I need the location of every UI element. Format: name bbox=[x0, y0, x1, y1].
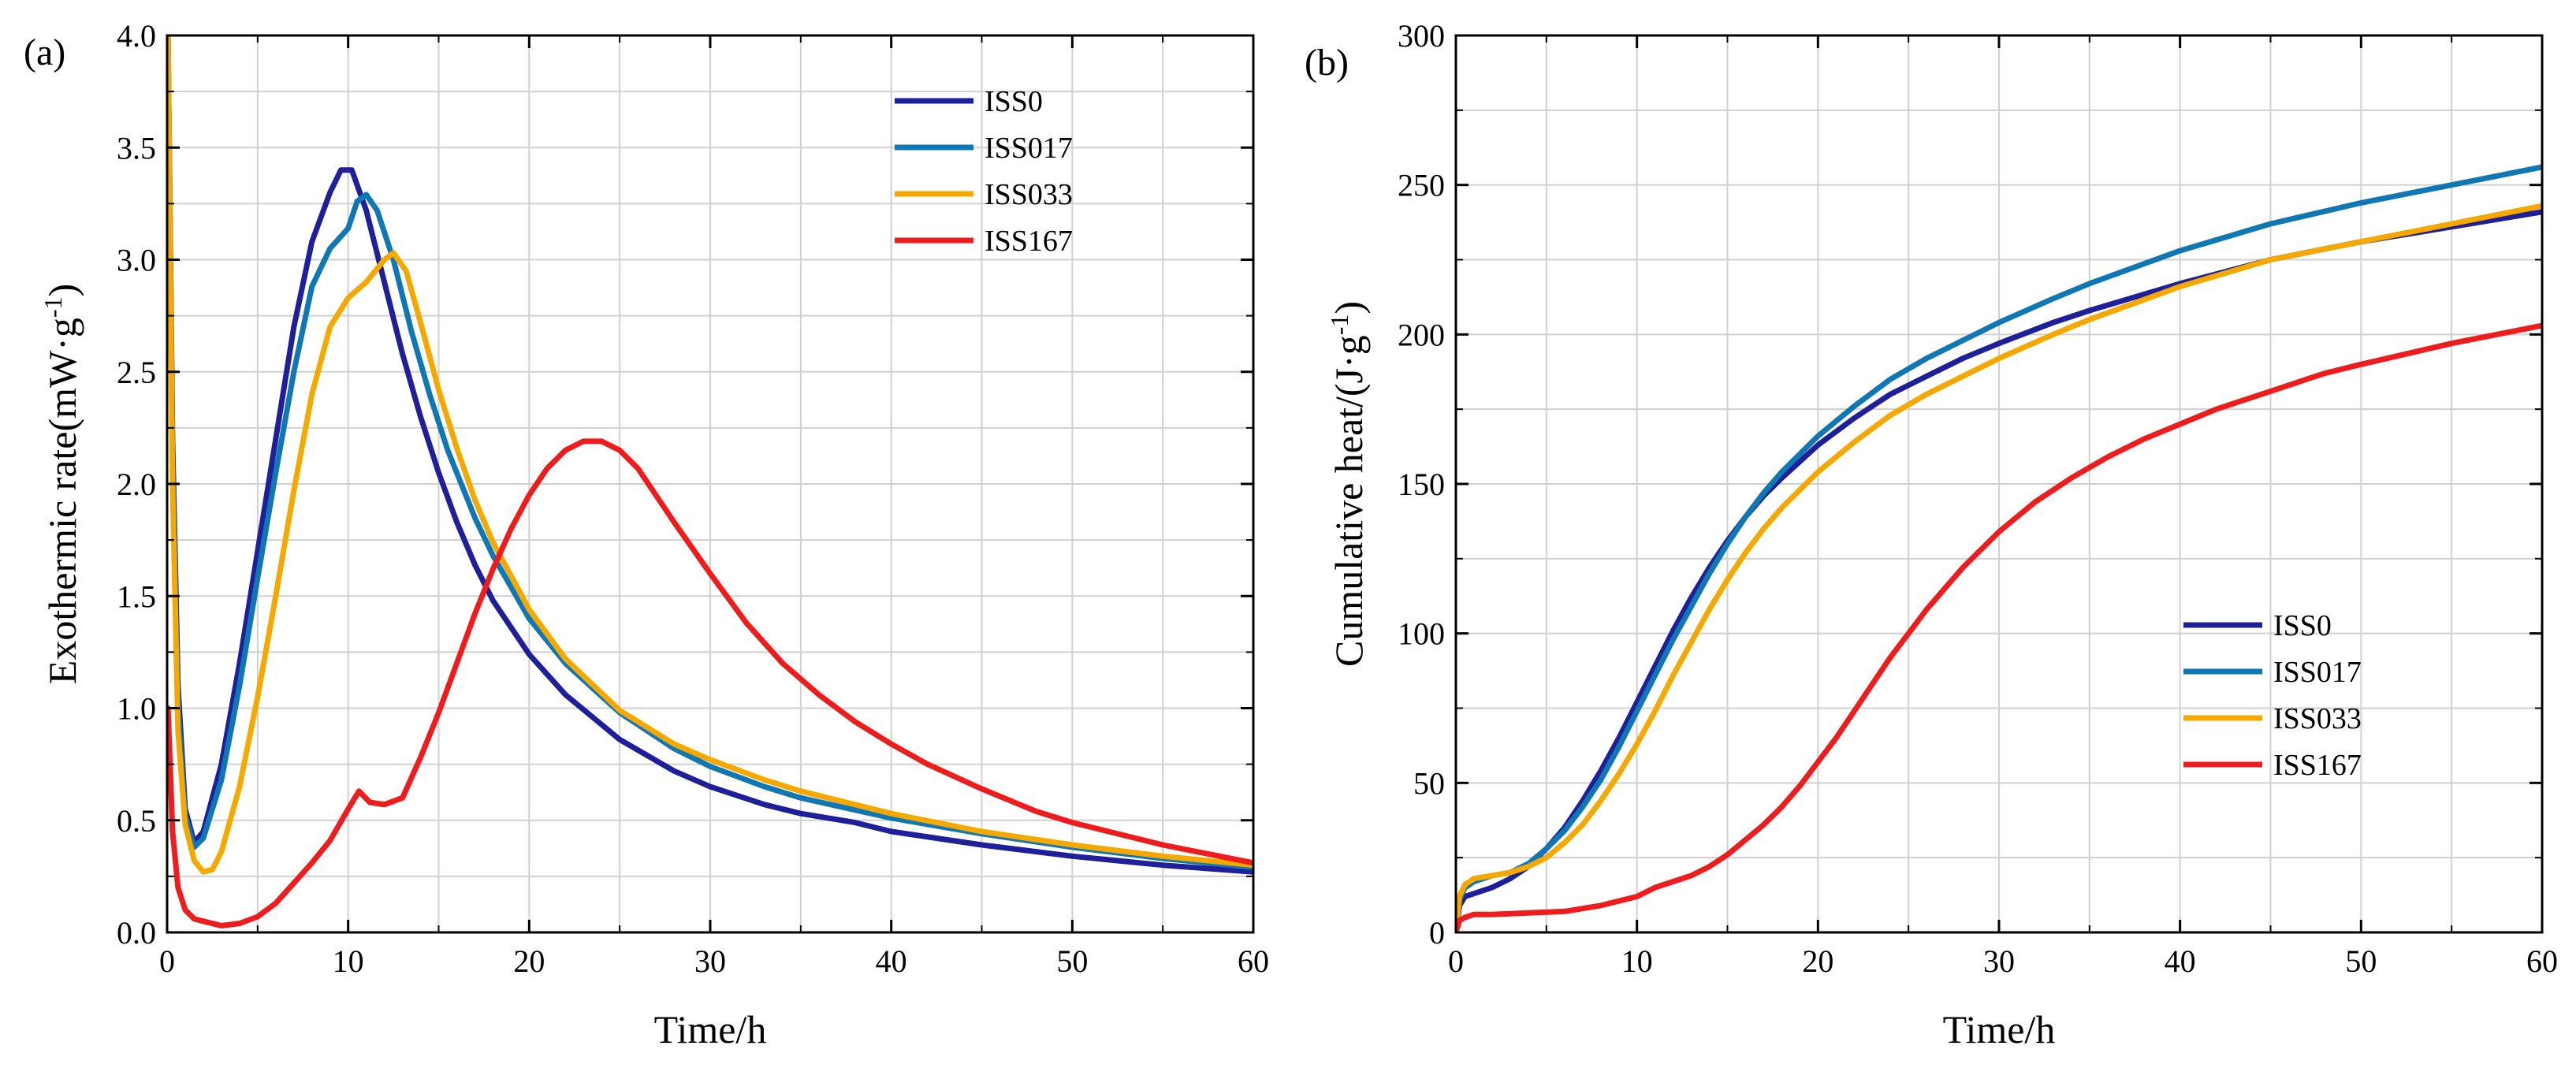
panel-b-cumulative-heat-chart: 0 10 20 30 40 50 60 0 50 100 150 200 250 300 Time/h Cum… bbox=[1305, 18, 2558, 1051]
legend-label-iss0: ISS0 bbox=[985, 85, 1043, 118]
x-tick-label: 40 bbox=[2165, 943, 2196, 979]
series-group bbox=[167, 35, 1253, 928]
legend-label-iss0: ISS0 bbox=[2273, 609, 2332, 642]
y-tick-label: 300 bbox=[1398, 18, 1445, 54]
y-tick-label: 4.0 bbox=[117, 18, 156, 54]
y-axis-label: Exothermic rate(mW·g-1) bbox=[39, 284, 84, 684]
grid bbox=[167, 35, 1253, 932]
x-axis-label: Time/h bbox=[654, 1007, 767, 1051]
y-tick-label: 0.0 bbox=[117, 915, 156, 951]
series-line-iss167 bbox=[167, 438, 1253, 928]
y-tick-label: 0 bbox=[1429, 915, 1445, 951]
legend-label-iss033: ISS033 bbox=[985, 178, 1073, 211]
y-axis-label-superscript: -1 bbox=[1325, 314, 1353, 336]
y-tick-label: 3.5 bbox=[117, 130, 156, 166]
y-tick-label: 250 bbox=[1398, 168, 1445, 203]
x-tick-label: 50 bbox=[1056, 943, 1088, 979]
x-tick-label: 0 bbox=[159, 943, 175, 979]
axis-ticks: 0 10 20 30 40 50 60 0.0 0.5 1.0 1.5 2.0 2.5 3.0 3.5 4.0 bbox=[117, 18, 1269, 979]
legend-label-iss017: ISS017 bbox=[985, 132, 1073, 165]
series-line-iss167 bbox=[1456, 322, 2542, 932]
y-tick-label: 0.5 bbox=[117, 803, 156, 839]
legend-label-iss033: ISS033 bbox=[2273, 702, 2362, 735]
panel-label: (b) bbox=[1305, 42, 1349, 84]
y-tick-label: 50 bbox=[1413, 765, 1445, 801]
x-axis-label: Time/h bbox=[1943, 1007, 2056, 1051]
legend-label-iss167: ISS167 bbox=[985, 225, 1073, 258]
axis-ticks: 0 10 20 30 40 50 60 0 50 100 150 200 250 300 bbox=[1398, 18, 2558, 979]
y-axis-label: Cumulative heat/(J·g-1) bbox=[1325, 301, 1371, 667]
y-tick-label: 1.0 bbox=[117, 691, 156, 727]
x-tick-label: 60 bbox=[1238, 943, 1269, 979]
grid bbox=[1456, 35, 2542, 932]
x-tick-label: 60 bbox=[2526, 943, 2558, 979]
y-tick-label: 2.0 bbox=[117, 467, 156, 502]
legend-label-iss167: ISS167 bbox=[2273, 749, 2362, 782]
y-tick-label: 200 bbox=[1398, 317, 1445, 352]
x-tick-label: 20 bbox=[1802, 943, 1833, 979]
series-line-iss033 bbox=[1456, 203, 2542, 932]
y-tick-label: 1.5 bbox=[117, 579, 156, 614]
y-axis-label-superscript: -1 bbox=[39, 296, 67, 318]
y-axis-label-main: Cumulative heat/(J·g bbox=[1327, 335, 1371, 667]
series-line-iss033 bbox=[167, 35, 1253, 875]
y-tick-label: 2.5 bbox=[117, 355, 156, 390]
legend: ISS0 ISS017 ISS033 ISS167 bbox=[895, 85, 1073, 258]
y-axis-label-suffix: ) bbox=[1327, 301, 1371, 314]
x-tick-label: 10 bbox=[333, 943, 364, 979]
legend-label-iss017: ISS017 bbox=[2273, 656, 2362, 689]
x-tick-label: 40 bbox=[876, 943, 907, 979]
y-tick-label: 150 bbox=[1398, 467, 1445, 502]
x-tick-label: 30 bbox=[1983, 943, 2015, 979]
x-tick-label: 50 bbox=[2345, 943, 2377, 979]
y-tick-label: 3.0 bbox=[117, 243, 156, 278]
series-line-iss017 bbox=[167, 35, 1253, 870]
x-tick-label: 20 bbox=[513, 943, 545, 979]
panel-label: (a) bbox=[24, 32, 65, 73]
x-tick-label: 30 bbox=[694, 943, 726, 979]
panel-a-exothermic-rate-chart: 0 10 20 30 40 50 60 0.0 0.5 1.0 1.5 2.0 2.5 3.0 3.5 4.0… bbox=[24, 18, 1269, 1051]
series-line-iss0 bbox=[167, 35, 1253, 875]
y-axis-label-suffix: ) bbox=[40, 284, 84, 297]
series-group bbox=[1456, 164, 2542, 932]
y-tick-label: 100 bbox=[1398, 616, 1445, 652]
x-tick-label: 0 bbox=[1448, 943, 1464, 979]
legend: ISS0 ISS017 ISS033 ISS167 bbox=[2183, 609, 2362, 782]
x-tick-label: 10 bbox=[1621, 943, 1653, 979]
y-axis-label-main: Exothermic rate(mW·g bbox=[40, 318, 84, 684]
